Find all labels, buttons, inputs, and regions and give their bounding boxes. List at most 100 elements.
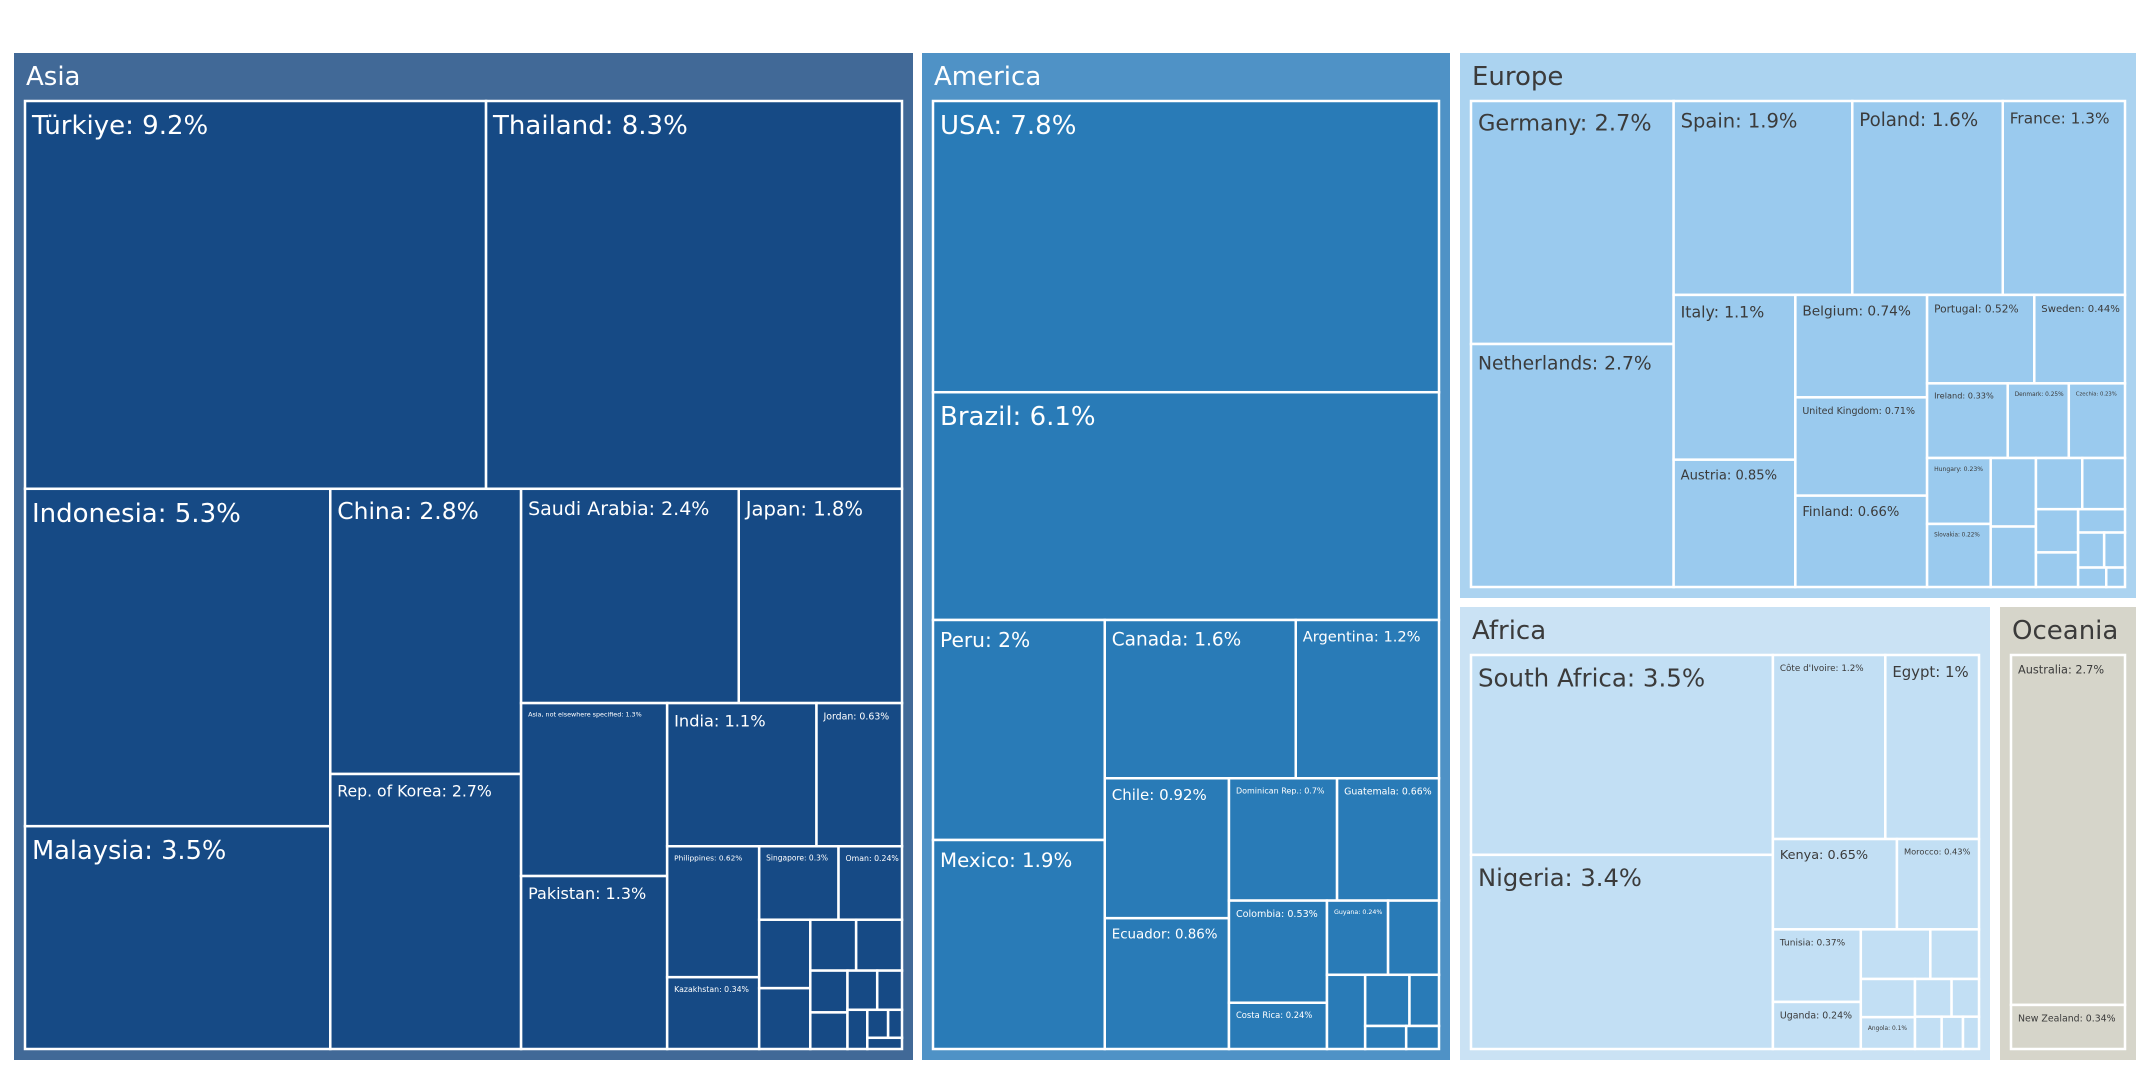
tile-label-egypt: Egypt: 1% (1892, 663, 1968, 681)
tile-label-kenya: Kenya: 0.65% (1780, 848, 1868, 863)
region-oceania: Oceania Australia: 2.7% New Zealand: 0.34% (2000, 607, 2136, 1060)
tile-c-te-d-ivoire (1771, 653, 1887, 841)
tile-label-sweden: Sweden: 0.44% (2041, 304, 2120, 315)
tile-new-zealand (2009, 1003, 2127, 1051)
tile-tile-8 (1859, 928, 1932, 981)
tile-label-chile: Chile: 0.92% (1112, 786, 1207, 804)
tile-tile-15 (1363, 973, 1411, 1028)
tile-label-tunisia: Tunisia: 0.37% (1779, 938, 1846, 948)
tile-label-spain: Spain: 1.9% (1681, 110, 1798, 133)
tile-label-india: India: 1.1% (674, 711, 765, 730)
tile-label-dominican-rep: Dominican Rep.: 0.7% (1236, 786, 1325, 795)
tile-ecuador (1103, 916, 1231, 1051)
tile-label-colombia: Colombia: 0.53% (1236, 909, 1318, 920)
tile-label-oman: Oman: 0.24% (846, 854, 899, 863)
tile-label-singapore: Singapore: 0.3% (766, 854, 828, 863)
tile-label-rep-of-korea: Rep. of Korea: 2.7% (337, 782, 492, 801)
tile-tile-21 (2034, 507, 2080, 554)
tile-dominican-rep (1227, 777, 1339, 902)
tile-t-rkiye (23, 99, 488, 491)
tile-morocco (1895, 837, 1981, 931)
tile-label-netherlands: Netherlands: 2.7% (1478, 354, 1652, 375)
tile-label-usa: USA: 7.8% (940, 111, 1076, 141)
tile-brazil (931, 390, 1441, 622)
tile-label-new-zealand: New Zealand: 0.34% (2018, 1013, 2116, 1024)
tile-angola (1859, 1015, 1917, 1051)
tile-label-mexico: Mexico: 1.9% (940, 849, 1072, 872)
tile-finland (1794, 494, 1929, 589)
tile-label-austria: Austria: 0.85% (1681, 469, 1777, 484)
tile-tile-22 (846, 969, 879, 1012)
tile-tile-27 (866, 1036, 904, 1051)
tile-portugal (1925, 293, 2036, 385)
tile-sweden (2033, 293, 2127, 385)
tile-tile-18 (1404, 1024, 1441, 1051)
tile-label-philippines: Philippines: 0.62% (674, 854, 742, 863)
tile-tile-9 (1929, 928, 1981, 981)
tile-germany (1469, 99, 1675, 346)
tile-tile-13 (1386, 899, 1441, 977)
tile-saudi-arabia (519, 487, 741, 705)
tile-label-peru: Peru: 2% (940, 628, 1030, 652)
tile-tile-22 (2034, 551, 2080, 589)
tile-tile-12 (1913, 977, 1953, 1018)
tile-tile-17 (757, 986, 812, 1051)
region-europe-title: Europe (1472, 62, 1563, 92)
tile-label-kazakhstan: Kazakhstan: 0.34% (674, 985, 749, 994)
tile-label-ecuador: Ecuador: 0.86% (1112, 928, 1218, 943)
tile-tile-13 (1950, 977, 1981, 1018)
tile-mexico (931, 838, 1106, 1051)
tile-label-asia-not-elsewhere-specified: Asia, not elsewhere specified: 1.3% (528, 710, 642, 718)
region-europe: Europe Germany: 2.7% Netherlands: 2.7% Spai… (1460, 53, 2136, 598)
tile-label-guatemala: Guatemala: 0.66% (1344, 787, 1432, 798)
tile-tile-19 (2034, 456, 2084, 511)
region-africa-title: Africa (1472, 616, 1546, 646)
region-oceania-title: Oceania (2012, 616, 2118, 646)
tile-usa (931, 99, 1441, 394)
tile-label-australia: Australia: 2.7% (2018, 663, 2104, 676)
tile-guatemala (1335, 777, 1441, 902)
tile-japan (737, 487, 904, 705)
tile-pakistan (519, 874, 669, 1051)
tile-label-portugal: Portugal: 0.52% (1934, 303, 2018, 315)
tile-tile-18 (1989, 525, 2038, 589)
tile-label-hungary: Hungary: 0.23% (1934, 466, 1983, 473)
tile-kazakhstan (665, 975, 761, 1051)
tile-label-argentina: Argentina: 1.2% (1303, 629, 1421, 646)
tile-australia (2009, 653, 2127, 1007)
tile-label-germany: Germany: 2.7% (1478, 110, 1652, 136)
tile-tile-27 (2105, 566, 2127, 589)
tile-kenya (1771, 837, 1899, 931)
tile-slovakia (1925, 522, 1992, 589)
tile-label-jordan: Jordan: 0.63% (822, 712, 889, 723)
tile-rep-of-korea (329, 772, 523, 1051)
tile-tile-17 (1363, 1024, 1408, 1051)
tile-label-nigeria: Nigeria: 3.4% (1478, 864, 1642, 892)
region-america-title: America (934, 62, 1041, 92)
tile-philippines (665, 844, 761, 979)
tile-tile-15 (1940, 1015, 1965, 1051)
tile-italy (1672, 293, 1797, 461)
tile-label-angola: Angola: 0.1% (1868, 1026, 1908, 1032)
tile-china (329, 487, 523, 776)
tile-ireland (1925, 382, 2009, 460)
tile-label-france: France: 1.3% (2010, 109, 2110, 127)
tile-tile-10 (1859, 977, 1917, 1019)
tile-label-saudi-arabia: Saudi Arabia: 2.4% (528, 498, 709, 520)
tile-malaysia (23, 824, 332, 1051)
tile-label-japan: Japan: 1.8% (744, 497, 863, 520)
tile-jordan (815, 701, 904, 848)
region-africa: Africa South Africa: 3.5% Nigeria: 3.4% Côt… (1460, 607, 1990, 1060)
tile-tunisia (1771, 928, 1863, 1004)
tile-poland (1851, 99, 2005, 297)
tile-tile-24 (2076, 531, 2106, 569)
tile-chile (1103, 777, 1231, 920)
tile-tile-23 (2076, 507, 2127, 534)
tile-united-kingdom (1794, 396, 1929, 497)
tile-uganda (1771, 1000, 1863, 1051)
tile-tile-25 (2102, 531, 2127, 569)
tile-label-belgium: Belgium: 0.74% (1802, 304, 1911, 320)
tile-tile-21 (809, 1011, 849, 1051)
tile-egypt (1884, 653, 1981, 841)
